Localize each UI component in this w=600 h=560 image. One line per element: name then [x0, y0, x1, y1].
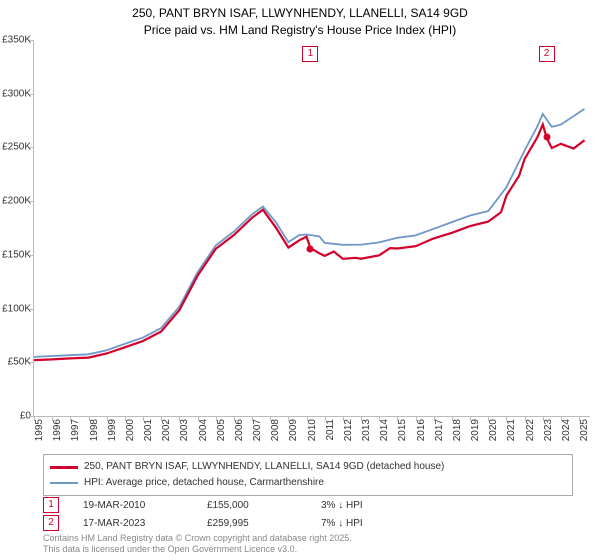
x-tick-label: 2022: [525, 419, 536, 441]
chart-lines: [34, 40, 590, 416]
x-tick-label: 2008: [270, 419, 281, 441]
hpi-line: [34, 109, 585, 357]
x-tick-label: 2003: [179, 419, 190, 441]
x-tick-label: 2013: [361, 419, 372, 441]
footer-attribution: Contains HM Land Registry data © Crown c…: [43, 533, 352, 556]
chart-plot-area: £0£50K£100K£150K£200K£250K£300K£350K1995…: [33, 40, 590, 417]
sales-row-date: 19-MAR-2010: [83, 500, 183, 511]
y-tick-label: £300K: [2, 88, 31, 99]
sale-marker-label: 1: [302, 46, 318, 62]
x-tick-label: 2007: [252, 419, 263, 441]
x-tick-label: 2002: [161, 419, 172, 441]
legend-swatch: [50, 482, 78, 484]
legend-row: HPI: Average price, detached house, Carm…: [50, 475, 566, 491]
sales-row-delta: 3% ↓ HPI: [321, 500, 363, 511]
x-tick-label: 1997: [70, 419, 81, 441]
x-tick-label: 2019: [470, 419, 481, 441]
x-tick-label: 2001: [143, 419, 154, 441]
legend-row: 250, PANT BRYN ISAF, LLWYNHENDY, LLANELL…: [50, 459, 566, 475]
x-tick-label: 2025: [579, 419, 590, 441]
sale-marker-label: 2: [539, 46, 555, 62]
x-tick-label: 2011: [325, 419, 336, 441]
x-tick-label: 2017: [434, 419, 445, 441]
sales-row-date: 17-MAR-2023: [83, 518, 183, 529]
legend-label: HPI: Average price, detached house, Carm…: [84, 475, 324, 491]
legend-label: 250, PANT BRYN ISAF, LLWYNHENDY, LLANELL…: [84, 459, 444, 475]
x-tick-label: 2014: [379, 419, 390, 441]
chart-legend: 250, PANT BRYN ISAF, LLWYNHENDY, LLANELL…: [43, 454, 573, 496]
x-tick-label: 2015: [397, 419, 408, 441]
x-tick-label: 2024: [561, 419, 572, 441]
x-tick-label: 2018: [452, 419, 463, 441]
sales-row-delta: 7% ↓ HPI: [321, 518, 363, 529]
x-tick-label: 2023: [543, 419, 554, 441]
x-tick-label: 2009: [288, 419, 299, 441]
sales-row-price: £155,000: [207, 500, 297, 511]
x-tick-label: 2006: [234, 419, 245, 441]
x-tick-label: 1995: [34, 419, 45, 441]
y-tick-label: £100K: [2, 303, 31, 314]
footer-line2: This data is licensed under the Open Gov…: [43, 544, 352, 556]
x-tick-label: 1996: [52, 419, 63, 441]
y-tick-label: £150K: [2, 249, 31, 260]
sale-dot: [307, 246, 314, 253]
x-tick-label: 2016: [416, 419, 427, 441]
x-tick-label: 2021: [506, 419, 517, 441]
x-tick-label: 2005: [216, 419, 227, 441]
y-tick-label: £350K: [2, 35, 31, 46]
title-line1: 250, PANT BRYN ISAF, LLWYNHENDY, LLANELL…: [0, 5, 600, 22]
legend-swatch: [50, 466, 78, 469]
chart-title: 250, PANT BRYN ISAF, LLWYNHENDY, LLANELL…: [0, 0, 600, 39]
x-tick-label: 2012: [343, 419, 354, 441]
x-tick-label: 2004: [198, 419, 209, 441]
y-tick-label: £250K: [2, 142, 31, 153]
sales-row: 2 17-MAR-2023 £259,995 7% ↓ HPI: [43, 514, 363, 532]
x-tick-label: 2000: [125, 419, 136, 441]
sales-row-price: £259,995: [207, 518, 297, 529]
sale-dot: [543, 133, 550, 140]
x-tick-label: 2010: [307, 419, 318, 441]
y-tick-label: £200K: [2, 196, 31, 207]
property-line: [34, 124, 585, 360]
x-tick-label: 1999: [107, 419, 118, 441]
sales-table: 1 19-MAR-2010 £155,000 3% ↓ HPI 2 17-MAR-2023…: [43, 496, 363, 532]
footer-line1: Contains HM Land Registry data © Crown c…: [43, 533, 352, 545]
title-line2: Price paid vs. HM Land Registry's House …: [0, 22, 600, 39]
y-tick-label: £50K: [8, 357, 31, 368]
sales-row-marker: 1: [43, 497, 59, 513]
sales-row-marker: 2: [43, 515, 59, 531]
x-tick-label: 1998: [89, 419, 100, 441]
x-tick-label: 2020: [488, 419, 499, 441]
sales-row: 1 19-MAR-2010 £155,000 3% ↓ HPI: [43, 496, 363, 514]
